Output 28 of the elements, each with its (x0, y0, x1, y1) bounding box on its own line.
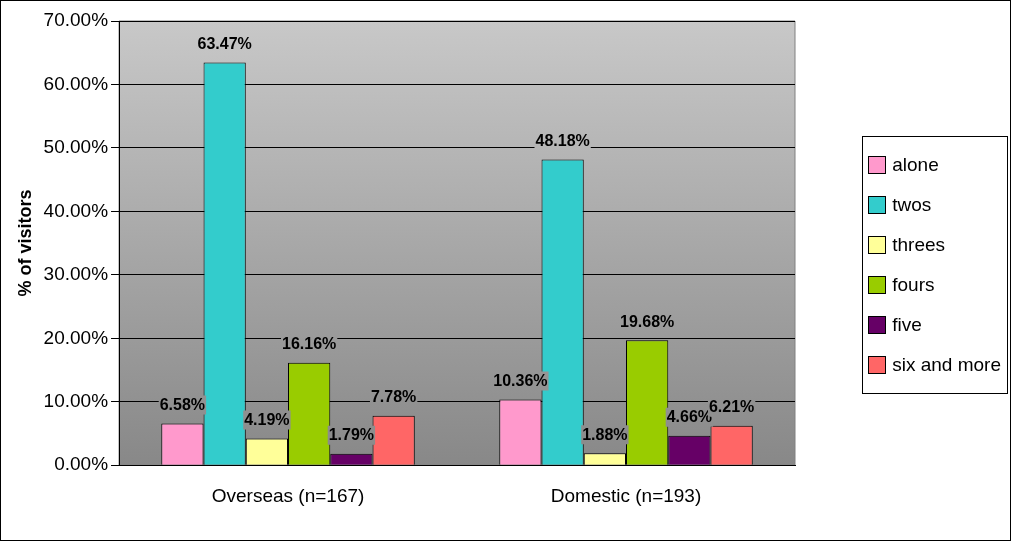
data-label: 19.68% (620, 312, 675, 330)
data-label: 63.47% (197, 34, 252, 52)
data-label: 16.16% (282, 335, 337, 353)
data-label: 4.19% (244, 411, 290, 429)
data-label: 1.79% (328, 426, 375, 444)
y-tick-label: 10.00% (43, 389, 109, 411)
data-label: 48.18% (535, 131, 590, 149)
x-tick-label: Domestic (n=193) (550, 484, 702, 506)
data-label: 1.88% (582, 425, 628, 443)
y-tick-label: 50.00% (43, 136, 109, 158)
data-label: 6.21% (708, 398, 755, 416)
legend-label: threes (892, 234, 946, 256)
x-tick-label: Overseas (n=167) (211, 484, 365, 506)
y-tick-label: 40.00% (43, 199, 109, 221)
y-axis-title: % of visitors (14, 189, 35, 297)
y-tick-label: 60.00% (43, 72, 109, 94)
legend-label: alone (892, 154, 939, 176)
y-tick-label: 30.00% (43, 263, 109, 285)
data-label: 6.58% (159, 395, 206, 413)
data-label: 7.78% (370, 388, 417, 406)
legend-label: six and more (892, 354, 1001, 376)
legend-label: fours (892, 274, 935, 296)
y-tick-label: 0.00% (54, 453, 109, 475)
y-tick-label: 70.00% (43, 9, 109, 31)
data-label: 10.36% (493, 371, 548, 389)
legend-label: five (892, 314, 922, 336)
legend-label: twos (892, 194, 932, 216)
y-tick-label: 20.00% (43, 326, 109, 348)
